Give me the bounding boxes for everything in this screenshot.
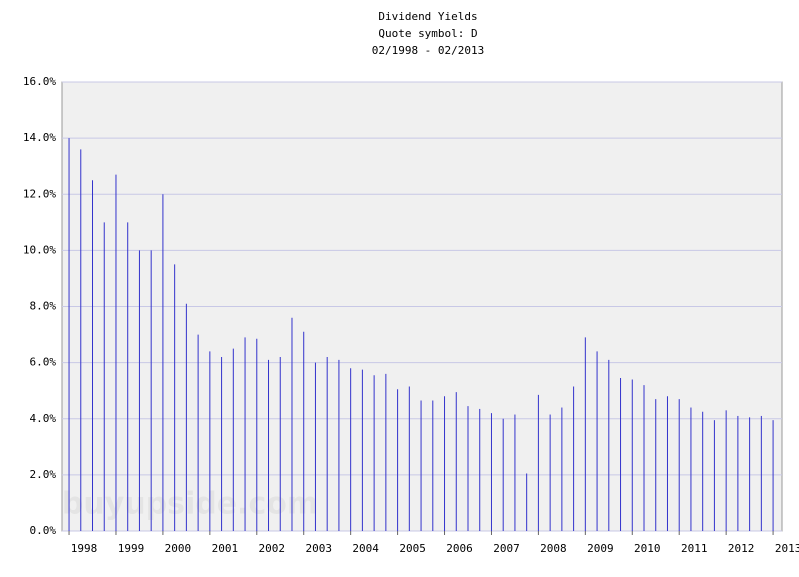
- y-tick-label: 2.0%: [30, 468, 57, 481]
- y-tick-label: 6.0%: [30, 356, 57, 369]
- y-tick-label: 12.0%: [23, 187, 56, 200]
- y-tick-label: 8.0%: [30, 300, 57, 313]
- y-tick-label: 10.0%: [23, 243, 56, 256]
- x-tick-label: 2013: [775, 542, 799, 555]
- x-tick-label: 2008: [540, 542, 567, 555]
- x-tick-label: 2012: [728, 542, 755, 555]
- x-tick-label: 1998: [71, 542, 98, 555]
- chart-subtitle: Quote symbol: D: [378, 27, 477, 40]
- x-tick-label: 2006: [446, 542, 473, 555]
- x-tick-label: 2010: [634, 542, 661, 555]
- watermark: buyupside.com: [62, 487, 318, 522]
- x-tick-label: 2005: [399, 542, 426, 555]
- date-range: 02/1998 - 02/2013: [372, 44, 485, 57]
- x-tick-label: 2009: [587, 542, 614, 555]
- y-tick-label: 14.0%: [23, 131, 56, 144]
- x-tick-label: 2003: [305, 542, 332, 555]
- x-tick-label: 2004: [352, 542, 379, 555]
- x-tick-label: 1999: [118, 542, 145, 555]
- y-tick-label: 0.0%: [30, 524, 57, 537]
- x-tick-label: 2000: [165, 542, 192, 555]
- x-tick-label: 2011: [681, 542, 708, 555]
- x-tick-label: 2007: [493, 542, 520, 555]
- chart-title: Dividend Yields: [378, 10, 477, 23]
- x-tick-label: 2002: [259, 542, 286, 555]
- y-tick-label: 16.0%: [23, 75, 56, 88]
- y-tick-label: 4.0%: [30, 412, 57, 425]
- x-tick-label: 2001: [212, 542, 239, 555]
